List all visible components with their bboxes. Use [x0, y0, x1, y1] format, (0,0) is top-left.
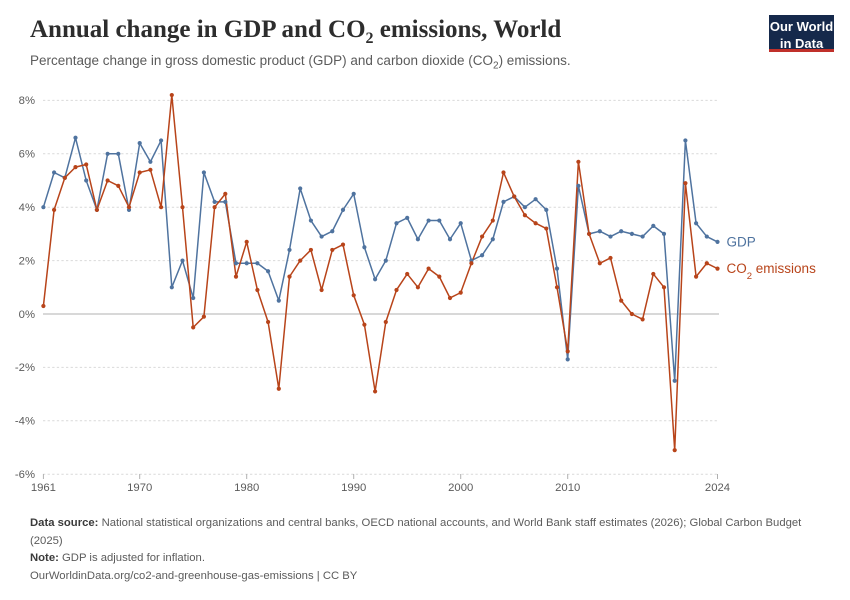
- svg-text:-6%: -6%: [15, 469, 35, 481]
- svg-text:6%: 6%: [19, 149, 35, 161]
- svg-text:2010: 2010: [555, 482, 580, 494]
- svg-text:-2%: -2%: [15, 362, 35, 374]
- svg-text:1990: 1990: [341, 482, 366, 494]
- svg-text:CO2 emissions: CO2 emissions: [727, 261, 817, 282]
- svg-text:2024: 2024: [705, 482, 730, 494]
- svg-text:-4%: -4%: [15, 416, 35, 428]
- svg-text:1970: 1970: [127, 482, 152, 494]
- svg-text:1961: 1961: [31, 482, 56, 494]
- svg-text:2%: 2%: [19, 255, 35, 267]
- svg-text:GDP: GDP: [727, 234, 756, 249]
- svg-text:2000: 2000: [448, 482, 473, 494]
- svg-text:0%: 0%: [19, 309, 35, 321]
- svg-text:4%: 4%: [19, 202, 35, 214]
- svg-text:8%: 8%: [19, 95, 35, 107]
- svg-text:1980: 1980: [234, 482, 259, 494]
